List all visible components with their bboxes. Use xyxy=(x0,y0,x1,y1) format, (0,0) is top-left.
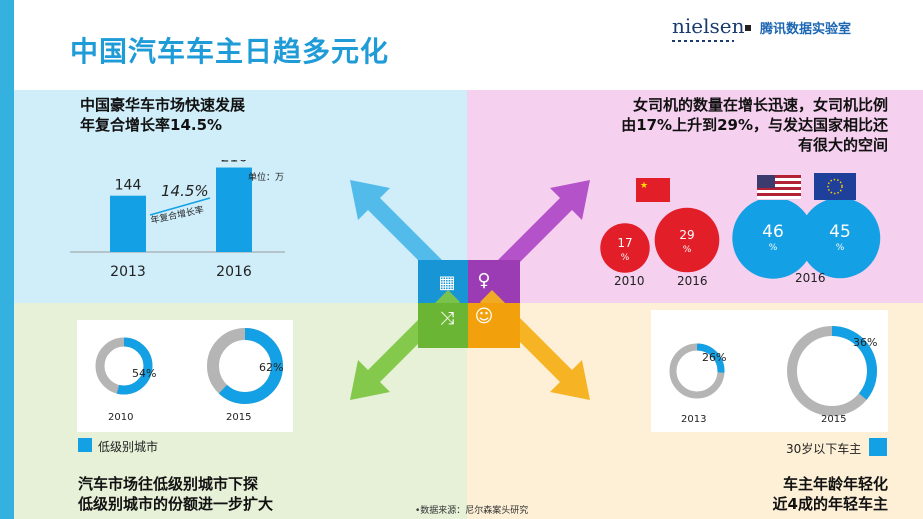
city-footer-line1: 汽车市场往低级别城市下探 xyxy=(78,475,259,493)
bubble-29 xyxy=(654,207,720,273)
female-header-line1: 女司机的数量在增长迅速，女司机比例 xyxy=(632,96,888,114)
tencent-lab-logo: 腾讯数据实验室 xyxy=(760,22,852,37)
source-note: •数据来源：尼尔森案头研究 xyxy=(415,506,529,516)
donut-2015-share xyxy=(207,328,283,404)
legend-swatch-lower-tier xyxy=(78,438,92,452)
bubble-unit-45: % xyxy=(836,243,845,253)
bar-2016 xyxy=(216,167,252,252)
calendar-icon: ▦ xyxy=(438,272,456,293)
unit-label: 单位：万 xyxy=(248,173,285,183)
cagr-arrow-line xyxy=(149,197,211,216)
luxury-header-line2: 年复合增长率14.5% xyxy=(80,116,223,134)
bubble-value-29: 29 xyxy=(679,228,694,242)
page-title: 中国汽车车主日趋多元化 xyxy=(70,35,390,68)
bubble-year-2010: 2010 xyxy=(614,274,645,288)
bar-2013 xyxy=(110,195,146,252)
city-footer-line2: 低级别城市的份额进一步扩大 xyxy=(78,495,274,513)
female-user-icon: ♀ xyxy=(477,270,491,291)
usa-flag-icon xyxy=(757,175,801,199)
donut-year-2010: 2010 xyxy=(108,412,134,423)
age-donut-year-2015: 2015 xyxy=(821,414,847,425)
logo-separator xyxy=(745,25,751,31)
bubble-46 xyxy=(732,200,814,279)
age-donut-2013-share xyxy=(669,343,725,399)
nielsen-logo: nielsen xyxy=(672,14,745,38)
nielsen-logo-dots xyxy=(672,40,734,42)
age-donut-2015-share xyxy=(787,326,877,416)
cagr-value: 14.5% xyxy=(161,182,209,200)
bubble-year-shared: 2016 xyxy=(795,271,826,285)
china-flag-icon: ★ xyxy=(636,178,670,202)
bar-category-2016: 2016 xyxy=(216,264,252,280)
shuffle-icon: ⤨ xyxy=(439,308,455,329)
city-donut-chart xyxy=(95,328,283,404)
legend-swatch-young xyxy=(869,438,887,456)
donut-label-62: 62% xyxy=(259,361,284,374)
age-footer-line2: 近4成的年轻车主 xyxy=(772,495,888,513)
bubble-45 xyxy=(799,200,881,279)
legend-young-owners: 30岁以下车主 xyxy=(786,442,862,456)
bubble-unit-46: % xyxy=(769,243,778,253)
bubble-year-2016: 2016 xyxy=(677,274,708,288)
bubble-unit-29: % xyxy=(683,245,692,255)
luxury-bar-chart: 144 2013 216 2016 xyxy=(70,160,285,280)
center-arrows xyxy=(350,180,590,400)
arrow-orange-square xyxy=(468,303,520,348)
left-accent-strip xyxy=(0,0,14,519)
bubble-value-17: 17 xyxy=(617,236,632,250)
eu-flag-icon xyxy=(814,173,856,200)
legend-lower-tier: 低级别城市 xyxy=(98,440,159,454)
bar-value-2013: 144 xyxy=(115,178,142,194)
female-header-line3: 有很大的空间 xyxy=(797,136,888,154)
donut-label-54: 54% xyxy=(132,367,157,380)
bubble-17 xyxy=(600,223,650,273)
bubble-unit-17: % xyxy=(621,253,630,263)
svg-text:★: ★ xyxy=(640,181,648,191)
age-footer-line1: 车主年龄年轻化 xyxy=(782,475,888,493)
age-donut-label-36: 36% xyxy=(853,336,878,349)
bar-category-2013: 2013 xyxy=(110,264,146,280)
female-bubble-chart: 17%29%46%45% xyxy=(600,200,881,279)
age-donut-year-2013: 2013 xyxy=(681,414,707,425)
bubble-value-46: 46 xyxy=(762,222,784,242)
female-header-line2: 由17%上升到29%，与发达国家相比还 xyxy=(621,116,888,134)
age-donut-label-26: 26% xyxy=(702,351,727,364)
donut-year-2015: 2015 xyxy=(226,412,252,423)
bar-value-2016: 216 xyxy=(221,160,248,166)
arrow-green-square xyxy=(418,303,468,348)
bubble-value-45: 45 xyxy=(829,222,851,242)
luxury-header-line1: 中国豪华车市场快速发展 xyxy=(80,96,246,114)
donut-2010-share xyxy=(95,337,153,395)
user-icon: ☺ xyxy=(474,306,494,327)
age-donut-chart xyxy=(669,326,877,416)
